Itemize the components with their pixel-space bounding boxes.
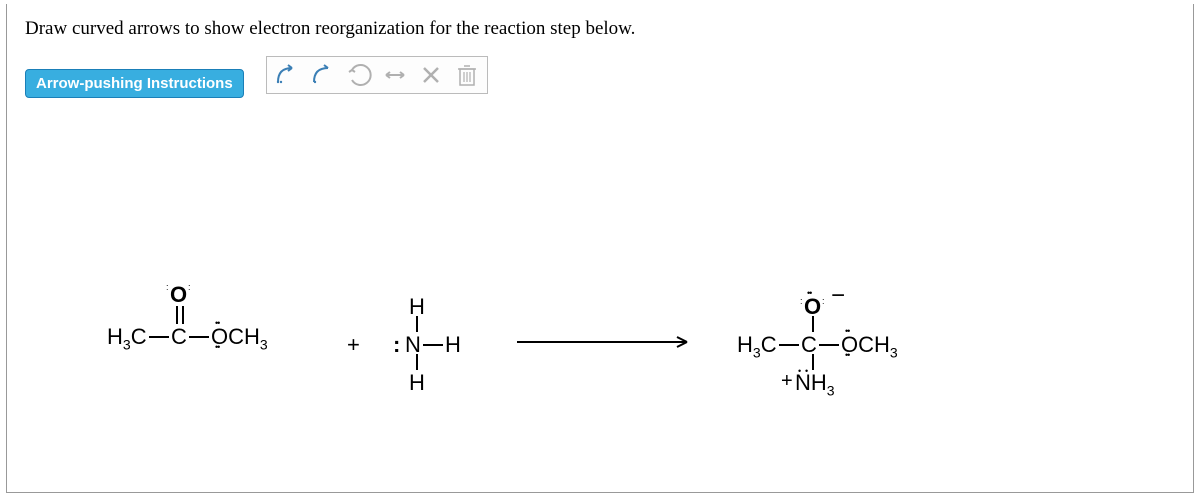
page-container: Draw curved arrows to show electron reor… — [6, 4, 1194, 493]
arrow-pushing-instructions-button[interactable]: Arrow-pushing Instructions — [25, 69, 244, 98]
instruction-text: Draw curved arrows to show electron reor… — [7, 4, 1193, 46]
double-arrow-icon[interactable] — [381, 61, 409, 89]
trash-icon[interactable] — [453, 61, 481, 89]
reaction-arrow — [517, 332, 697, 358]
curved-arrow-single-icon[interactable] — [309, 61, 337, 89]
curved-arrow-double-icon[interactable] — [273, 61, 301, 89]
delete-icon[interactable] — [417, 61, 445, 89]
plus-sign: + — [347, 332, 360, 358]
reaction-canvas[interactable]: O : : H3C C OCH3 •• •• + H : N H — [47, 274, 1153, 454]
drawing-toolbar — [266, 56, 488, 94]
resonance-icon[interactable] — [345, 61, 373, 89]
